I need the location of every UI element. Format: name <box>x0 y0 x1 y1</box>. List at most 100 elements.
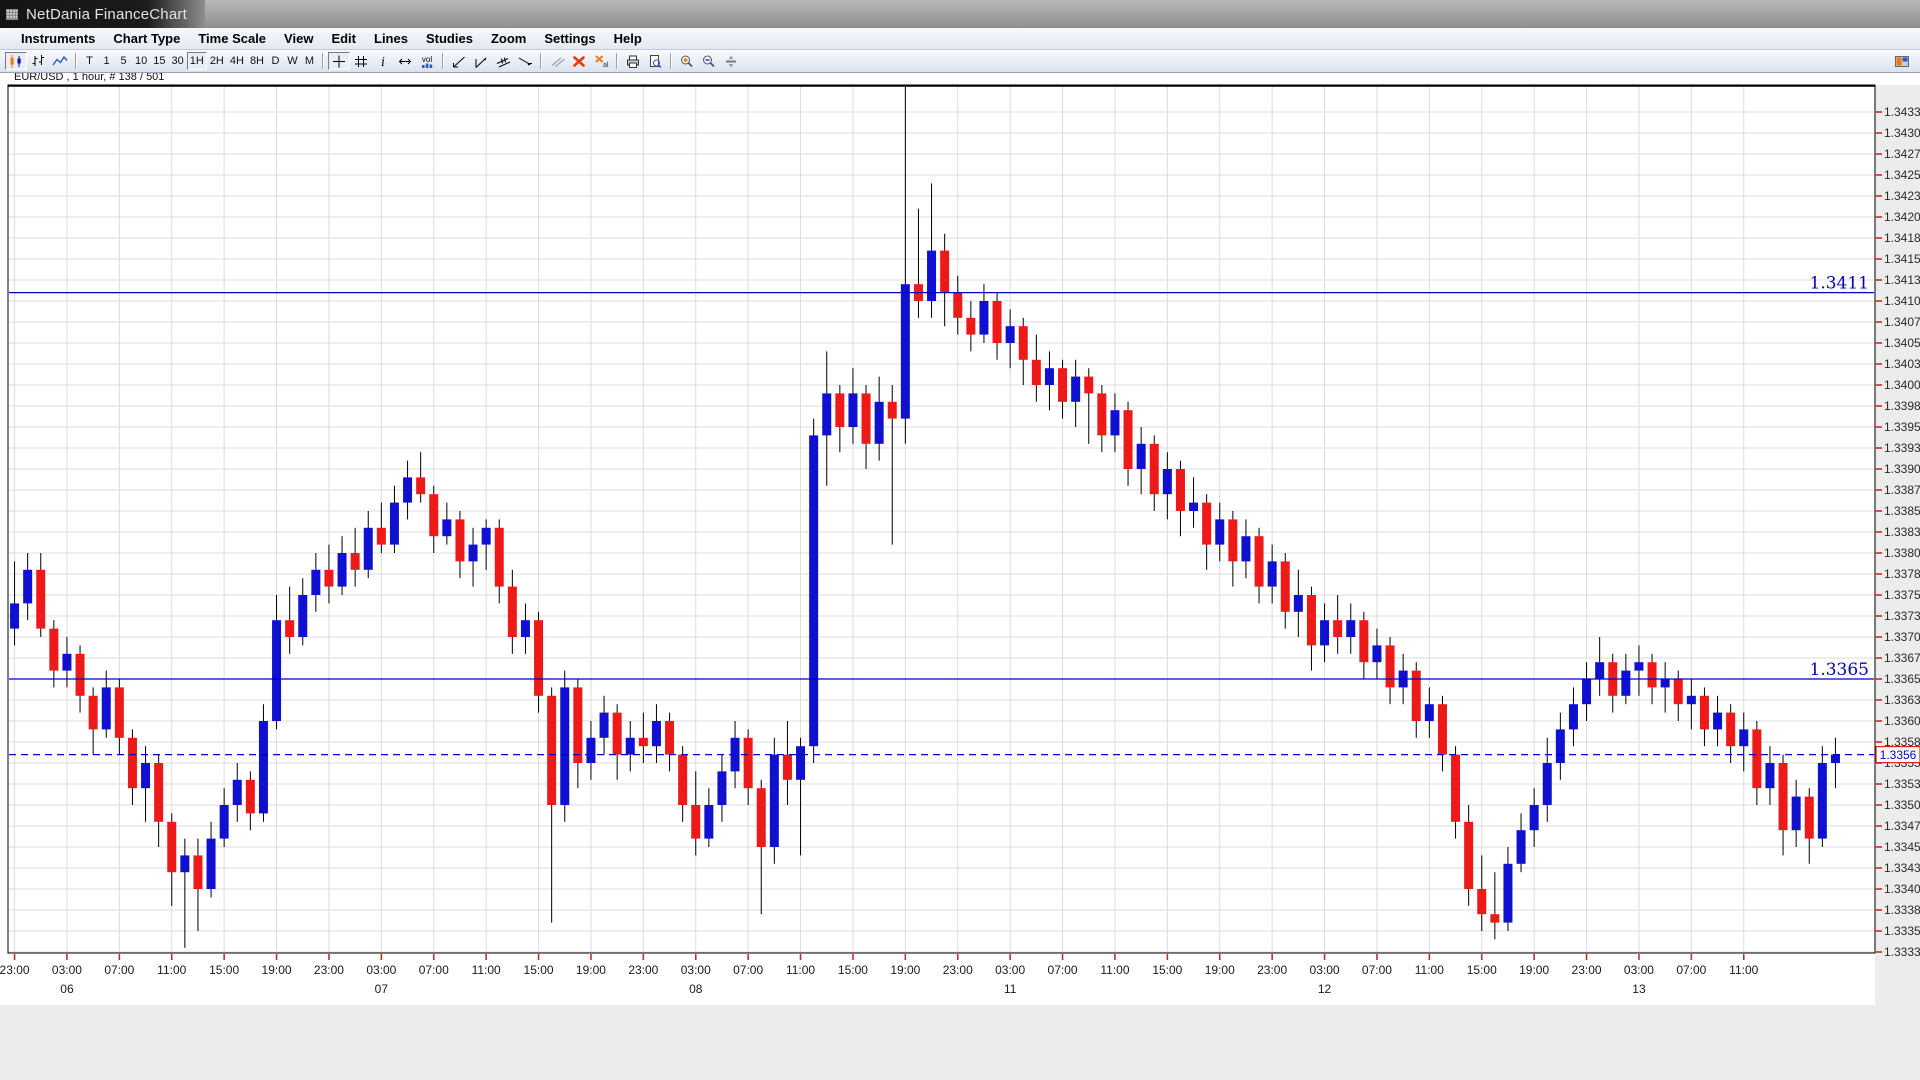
candle[interactable] <box>809 418 819 763</box>
candle[interactable] <box>874 376 884 461</box>
candle[interactable] <box>507 569 517 654</box>
candle[interactable] <box>534 611 544 713</box>
candle[interactable] <box>612 704 622 780</box>
candle[interactable] <box>756 779 766 915</box>
timescale-day-button[interactable]: D <box>271 55 280 67</box>
candle[interactable] <box>494 519 504 604</box>
candle[interactable] <box>1424 687 1434 738</box>
candle[interactable] <box>1817 746 1827 847</box>
menu-item-view[interactable]: View <box>284 31 314 46</box>
candle[interactable] <box>1490 872 1500 940</box>
candle[interactable] <box>481 519 491 570</box>
candle[interactable] <box>1385 637 1395 705</box>
candle[interactable] <box>101 670 111 738</box>
candle[interactable] <box>1726 704 1736 763</box>
candle[interactable] <box>1018 317 1028 385</box>
candle[interactable] <box>1162 452 1172 520</box>
timescale-30min-button[interactable]: 30 <box>171 55 184 67</box>
timescale-5min-button[interactable]: 5 <box>120 55 127 67</box>
candle[interactable] <box>599 695 609 755</box>
candle[interactable] <box>1411 662 1421 738</box>
candle[interactable] <box>966 301 976 352</box>
candle[interactable] <box>232 763 242 822</box>
candle[interactable] <box>389 485 399 553</box>
candle[interactable] <box>651 704 661 763</box>
timescale-month-button[interactable]: M <box>304 55 315 67</box>
menu-item-time-scale[interactable]: Time Scale <box>198 31 267 46</box>
candle[interactable] <box>547 687 557 923</box>
candle[interactable] <box>1778 754 1788 856</box>
volume-button[interactable]: vol <box>416 52 438 70</box>
print-button[interactable] <box>622 52 644 70</box>
candle[interactable] <box>1830 737 1840 789</box>
candle[interactable] <box>835 385 845 453</box>
candle[interactable] <box>1464 805 1474 906</box>
candle[interactable] <box>154 754 164 847</box>
candle[interactable] <box>704 788 714 847</box>
candle[interactable] <box>1136 427 1146 495</box>
candle[interactable] <box>167 813 177 906</box>
candle[interactable] <box>468 527 478 587</box>
candle[interactable] <box>141 746 151 822</box>
delete-all-lines-button[interactable]: all <box>590 52 612 70</box>
candle[interactable] <box>416 452 426 503</box>
candle[interactable] <box>1254 527 1264 604</box>
candle[interactable] <box>272 595 282 730</box>
timescale-8hour-button[interactable]: 8H <box>249 55 264 67</box>
candle[interactable] <box>1215 502 1225 562</box>
timescale-week-button[interactable]: W <box>287 55 298 67</box>
candle[interactable] <box>324 544 334 604</box>
candle[interactable] <box>1058 359 1068 419</box>
chart-type-bars-button[interactable] <box>27 52 49 70</box>
candle[interactable] <box>1333 595 1343 654</box>
candle[interactable] <box>10 561 20 646</box>
candle[interactable] <box>520 603 530 654</box>
candle[interactable] <box>1634 645 1644 696</box>
chart-type-candlestick-button[interactable] <box>5 52 27 70</box>
ray-line-button[interactable] <box>514 52 536 70</box>
candle[interactable] <box>586 721 596 780</box>
candle[interactable] <box>1699 687 1709 747</box>
candle[interactable] <box>1241 519 1251 579</box>
candle[interactable] <box>953 275 963 335</box>
menu-item-chart-type[interactable]: Chart Type <box>113 31 181 46</box>
candle[interactable] <box>1542 737 1552 822</box>
candle[interactable] <box>678 746 688 822</box>
candle[interactable] <box>1320 603 1330 663</box>
candle[interactable] <box>822 351 832 486</box>
candle[interactable] <box>442 502 452 545</box>
candle[interactable] <box>940 233 950 327</box>
delete-line-button[interactable] <box>568 52 590 70</box>
candle[interactable] <box>992 292 1002 360</box>
candle[interactable] <box>127 729 137 805</box>
crosshair-button[interactable] <box>328 52 350 70</box>
candle[interactable] <box>403 460 413 520</box>
candle[interactable] <box>455 511 465 579</box>
timescale-10min-button[interactable]: 10 <box>135 55 148 67</box>
parallel-lines-button[interactable] <box>546 52 568 70</box>
menu-item-edit[interactable]: Edit <box>331 31 356 46</box>
candle[interactable] <box>180 838 190 948</box>
horizontal-scale-button[interactable] <box>394 52 416 70</box>
candle[interactable] <box>1293 569 1303 637</box>
candle[interactable] <box>927 183 937 318</box>
grid-toggle-button[interactable] <box>350 52 372 70</box>
candle[interactable] <box>796 737 806 856</box>
candle[interactable] <box>1451 746 1461 839</box>
candle[interactable] <box>1582 662 1592 721</box>
candle[interactable] <box>1595 637 1605 696</box>
menu-item-instruments[interactable]: Instruments <box>21 31 96 46</box>
info-button[interactable]: i <box>372 52 394 70</box>
timescale-1hour-button[interactable]: 1H <box>186 52 207 70</box>
candle[interactable] <box>1765 746 1775 805</box>
menu-item-help[interactable]: Help <box>613 31 642 46</box>
candle[interactable] <box>1372 628 1382 679</box>
candle[interactable] <box>691 771 701 856</box>
candle[interactable] <box>363 511 373 579</box>
candle[interactable] <box>979 284 989 343</box>
candle[interactable] <box>1189 477 1199 528</box>
candle[interactable] <box>1568 687 1578 747</box>
candle[interactable] <box>1804 788 1814 864</box>
candle[interactable] <box>1346 603 1356 654</box>
candle[interactable] <box>1149 435 1159 511</box>
